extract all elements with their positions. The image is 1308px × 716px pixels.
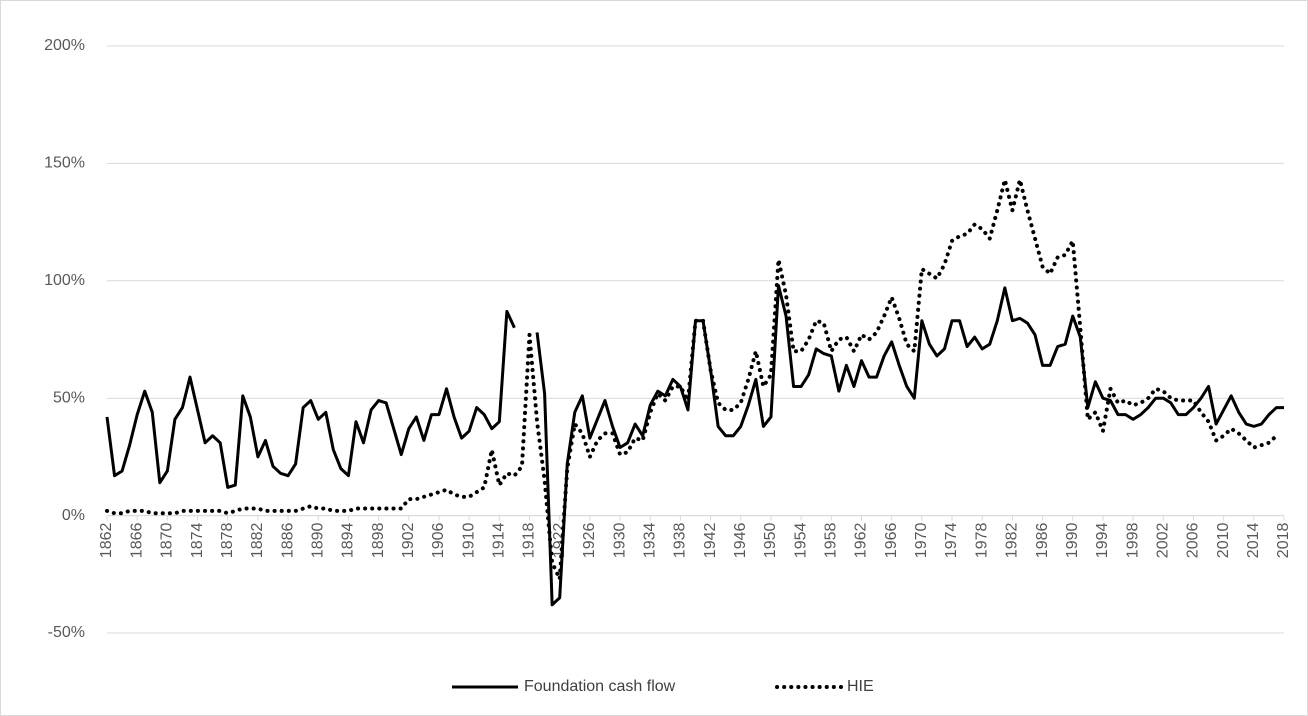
x-tick-label: 1930 — [611, 522, 628, 558]
x-tick-label: 1902 — [400, 522, 417, 558]
x-tick-label: 1970 — [913, 522, 930, 558]
legend: Foundation cash flow HIE — [452, 678, 874, 695]
x-tick-label: 1938 — [672, 522, 689, 558]
y-tick-label: -50% — [48, 624, 85, 641]
x-tick-label: 1886 — [279, 522, 296, 558]
x-tick-label: 1918 — [521, 522, 538, 558]
x-tick-label: 1950 — [762, 522, 779, 558]
x-tick-label: 1906 — [430, 522, 447, 558]
y-tick-label: 50% — [53, 389, 85, 406]
legend-label: Foundation cash flow — [524, 678, 676, 695]
x-tick-label: 1882 — [249, 522, 266, 558]
x-tick-label: 1914 — [491, 522, 508, 558]
x-tick-label: 1982 — [1004, 522, 1021, 558]
x-tick-label: 2006 — [1185, 522, 1202, 558]
x-tick-label: 1990 — [1064, 522, 1081, 558]
x-tick-label: 1866 — [128, 522, 145, 558]
x-tick-label: 1998 — [1124, 522, 1141, 558]
y-tick-label: 0% — [62, 507, 85, 524]
x-tick-label: 1934 — [641, 522, 658, 558]
x-tick-label: 1870 — [159, 522, 176, 558]
x-tick-label: 1926 — [581, 522, 598, 558]
legend-label: HIE — [847, 678, 874, 695]
x-tick-label: 1962 — [853, 522, 870, 558]
x-tick-label: 2014 — [1245, 522, 1262, 558]
x-tick-label: 1878 — [219, 522, 236, 558]
x-tick-label: 1986 — [1034, 522, 1051, 558]
y-tick-label: 200% — [44, 37, 85, 54]
y-tick-label: 150% — [44, 155, 85, 172]
x-tick-label: 1954 — [792, 522, 809, 558]
x-tick-label: 1890 — [309, 522, 326, 558]
x-tick-label: 2018 — [1275, 522, 1292, 558]
x-tick-label: 1994 — [1094, 522, 1111, 558]
x-tick-label: 1894 — [340, 522, 357, 558]
x-tick-label: 1942 — [702, 522, 719, 558]
x-tick-label: 2010 — [1215, 522, 1232, 558]
x-tick-label: 2002 — [1155, 522, 1172, 558]
x-tick-label: 1946 — [732, 522, 749, 558]
y-tick-label: 100% — [44, 272, 85, 289]
data-line — [105, 284, 1284, 607]
x-tick-label: 1898 — [370, 522, 387, 558]
x-tick-label: 1966 — [883, 522, 900, 558]
x-tick-label: 1978 — [973, 522, 990, 558]
x-tick-label: 1874 — [189, 522, 206, 558]
x-tick-label: 1958 — [823, 522, 840, 558]
x-tick-label: 1974 — [943, 522, 960, 558]
x-tick-label: 1910 — [460, 522, 477, 558]
x-tick-label: 1922 — [551, 522, 568, 558]
x-tick-label: 1862 — [98, 522, 115, 558]
data-line — [105, 177, 1279, 581]
